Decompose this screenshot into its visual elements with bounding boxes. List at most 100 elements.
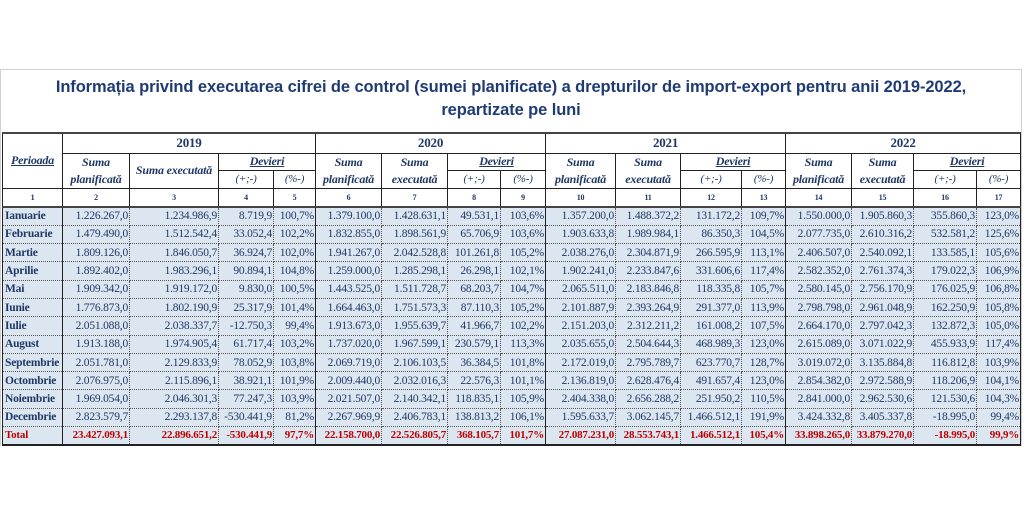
value-cell: 3.062.145,7 xyxy=(615,408,682,428)
column-number: 4 xyxy=(218,187,274,208)
value-cell: 106,1% xyxy=(500,408,547,428)
value-cell: 104,8% xyxy=(273,261,317,281)
column-number: 17 xyxy=(976,187,1022,208)
value-cell: 22.576,3 xyxy=(447,371,502,391)
value-cell: 2.267.969,9 xyxy=(315,408,383,428)
value-cell: 1.511.728,7 xyxy=(381,280,449,299)
month-cell: Decembrie xyxy=(2,408,63,428)
executed-sum-header: Suma executată xyxy=(851,152,915,189)
value-cell: 2.101.887,9 xyxy=(545,298,617,318)
value-cell: 2.610.316,2 xyxy=(851,225,915,245)
value-cell: 113,3% xyxy=(500,335,547,354)
value-cell: 1.466.512,1 xyxy=(680,426,743,446)
value-cell: 191,9% xyxy=(741,408,787,428)
value-cell: 1.259.000,0 xyxy=(315,261,383,281)
value-cell: 2.009.440,0 xyxy=(315,371,383,391)
value-cell: 22.526.805,7 xyxy=(381,426,449,446)
value-cell: 3.071.022,9 xyxy=(851,335,915,354)
value-cell: 103,9% xyxy=(976,353,1022,373)
value-cell: 106,9% xyxy=(976,261,1022,281)
column-number: 16 xyxy=(913,187,978,208)
deviation-percent-header: (%-) xyxy=(976,169,1022,189)
value-cell: 123,0% xyxy=(976,207,1022,226)
value-cell: 118.206,9 xyxy=(913,371,978,391)
value-cell: 2.797.042,3 xyxy=(851,316,915,336)
value-cell: 1.967.599,1 xyxy=(381,335,449,354)
value-cell: 117,4% xyxy=(976,335,1022,354)
value-cell: 2.106.103,5 xyxy=(381,353,449,373)
deviations-header: Devieri xyxy=(913,152,1022,171)
month-cell: Martie xyxy=(2,243,63,263)
value-cell: 1.913.188,0 xyxy=(62,335,130,354)
total-row: Total 23.427.093,1 22.896.651,2 -530.441,9 9… xyxy=(2,426,1022,446)
value-cell: 2.172.019,0 xyxy=(545,353,617,373)
value-cell: 179.022,3 xyxy=(913,261,978,281)
deviations-header: Devieri xyxy=(217,152,317,171)
value-cell: 1.913.673,0 xyxy=(315,316,383,336)
value-cell: 99,9% xyxy=(976,426,1022,446)
value-cell: 3.424.332,8 xyxy=(785,408,853,428)
value-cell: 22.158.700,0 xyxy=(315,426,383,446)
value-cell: 113,1% xyxy=(741,243,787,263)
value-cell: 1.974.905,4 xyxy=(129,335,219,354)
value-cell: 2.580.145,0 xyxy=(785,280,853,299)
value-cell: 2.628.476,4 xyxy=(615,371,682,391)
value-cell: 1.488.372,2 xyxy=(615,207,682,226)
value-cell: 105,9% xyxy=(500,389,547,409)
value-cell: 101,7% xyxy=(500,426,547,446)
value-cell: 102,2% xyxy=(500,316,547,336)
value-cell: -530.441,9 xyxy=(218,408,274,428)
value-cell: 2.393.264,9 xyxy=(615,298,682,318)
value-cell: 491.657,4 xyxy=(680,371,743,391)
value-cell: 1.595.633,7 xyxy=(545,408,617,428)
table-row: Septembrie 2.051.781,0 2.129.833,9 78.052,9… xyxy=(2,353,1022,373)
value-cell: 121.530,6 xyxy=(913,389,978,409)
value-cell: 2.076.975,0 xyxy=(62,371,130,391)
value-cell: 104,1% xyxy=(976,371,1022,391)
value-cell: 41.966,7 xyxy=(447,316,502,336)
deviation-percent-header: (%-) xyxy=(741,169,787,189)
value-cell: 100,5% xyxy=(273,280,317,299)
value-cell: 2.069.719,0 xyxy=(315,353,383,373)
table-frame xyxy=(0,69,1022,446)
month-cell: Iunie xyxy=(2,298,63,318)
value-cell: -12.750,3 xyxy=(218,316,274,336)
year-header-row: Perioada 2019 2020 2021 2022 xyxy=(2,132,1022,189)
value-cell: 2.077.735,0 xyxy=(785,225,853,245)
year-header-2021: 2021 xyxy=(545,132,787,154)
value-cell: 2.233.847,6 xyxy=(615,261,682,281)
column-number: 13 xyxy=(741,187,787,208)
value-cell: 2.304.871,9 xyxy=(615,243,682,263)
value-cell: 33.052,4 xyxy=(218,225,274,245)
month-cell: Iulie xyxy=(2,316,63,336)
table-row: Octombrie 2.076.975,0 2.115.896,1 38.921,1 1… xyxy=(2,371,1022,391)
value-cell: 9.830,0 xyxy=(218,280,274,299)
value-cell: 3.019.072,0 xyxy=(785,353,853,373)
deviations-header: Devieri xyxy=(447,152,547,171)
value-cell: 1.905.860,3 xyxy=(851,207,915,226)
value-cell: 2.406.507,0 xyxy=(785,243,853,263)
value-cell: 105,0% xyxy=(976,316,1022,336)
value-cell: 2.032.016,3 xyxy=(381,371,449,391)
value-cell: 1.919.172,0 xyxy=(129,280,219,299)
deviation-absolute-header: (+;-) xyxy=(680,169,743,189)
value-cell: 3.135.884,8 xyxy=(851,353,915,373)
planned-sum-header: Suma planificată xyxy=(315,152,383,189)
table-row: Iunie 1.776.873,0 1.802.190,9 25.317,9 101,4… xyxy=(2,298,1022,318)
value-cell: 2.051.781,0 xyxy=(62,353,130,373)
table-row: Martie 1.809.126,0 1.846.050,7 36.924,7 102,… xyxy=(2,243,1022,263)
value-cell: 291.377,0 xyxy=(680,298,743,318)
column-number: 6 xyxy=(315,187,383,208)
value-cell: 78.052,9 xyxy=(218,353,274,373)
value-cell: 2.962.530,6 xyxy=(851,389,915,409)
table-row: Decembrie 2.823.579,7 2.293.137,8 -530.441,… xyxy=(2,408,1022,428)
value-cell: 101.261,8 xyxy=(447,243,502,263)
value-cell: 8.719,9 xyxy=(218,207,274,226)
value-cell: 230.579,1 xyxy=(447,335,502,354)
value-cell: 2.140.342,1 xyxy=(381,389,449,409)
month-cell: Februarie xyxy=(2,225,63,245)
executed-sum-header: Suma executată xyxy=(381,152,449,189)
value-cell: 2.021.507,0 xyxy=(315,389,383,409)
value-cell: 3.405.337,8 xyxy=(851,408,915,428)
column-number-row: 1 2 3 4 5 6 7 8 9 10 11 12 13 14 15 16 17 xyxy=(2,187,1022,208)
